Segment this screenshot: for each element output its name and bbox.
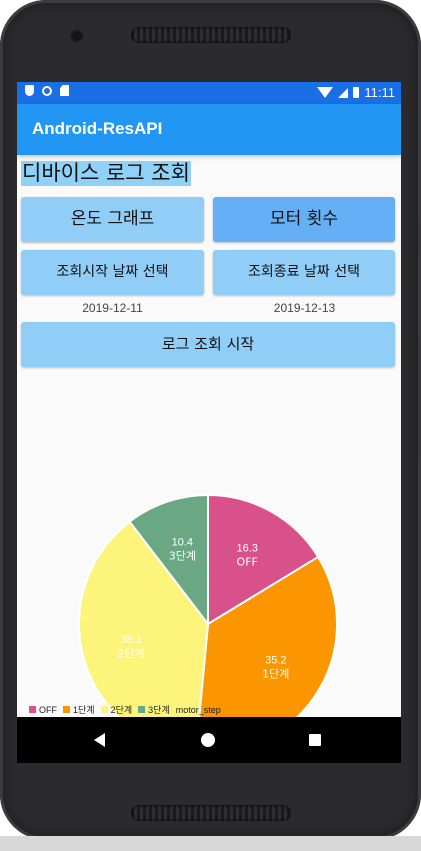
legend-swatch — [63, 706, 70, 713]
slice-value-label: 38.1 — [120, 634, 141, 646]
legend-label: 2단계 — [110, 705, 133, 715]
end-date-text: 2019-12-13 — [273, 301, 336, 315]
volume-button[interactable] — [418, 338, 421, 458]
legend-label: OFF — [39, 704, 57, 715]
pie-slice-4[interactable] — [128, 493, 209, 627]
home-icon[interactable] — [201, 733, 215, 747]
temp-graph-button[interactable]: 온도 그래프 — [21, 197, 204, 242]
pie-slice-3[interactable] — [78, 520, 210, 717]
app-bar: Android-ResAPI — [17, 104, 401, 155]
app-title: Android-ResAPI — [32, 119, 163, 138]
start-date-text: 2019-12-11 — [82, 301, 143, 315]
legend-dataset-label: motor_step — [175, 704, 221, 715]
end-date-button[interactable]: 조회종료 날짜 선택 — [213, 250, 395, 295]
slice-category-label: OFF — [237, 555, 258, 568]
circle-icon — [42, 85, 52, 96]
back-icon[interactable] — [94, 733, 105, 747]
legend-item: 2단계 — [100, 703, 133, 716]
slice-value-label: 10.4 — [172, 536, 193, 548]
legend-item: 3단계 — [138, 703, 170, 716]
legend-label: 1단계 — [73, 705, 95, 715]
query-log-button[interactable]: 로그 조회 시작 — [21, 322, 395, 367]
motor-count-button[interactable]: 모터 횟수 — [213, 197, 395, 242]
slice-value-label: 35.2 — [265, 654, 286, 666]
wifi-icon — [317, 87, 334, 98]
top-speaker — [131, 27, 291, 43]
slice-category-label: 2단계 — [118, 647, 145, 660]
status-time: 11:11 — [364, 85, 395, 100]
front-camera — [72, 31, 82, 41]
pie-slice-2[interactable] — [196, 555, 338, 717]
legend-item: OFF — [29, 705, 57, 715]
signal-icon — [338, 87, 349, 98]
background-strip — [0, 836, 421, 851]
legend-swatch — [29, 706, 36, 713]
legend-item: 1단계 — [63, 703, 95, 716]
device-screen: 11:11 Android-ResAPI 디바이스 로그 조회 온도 그래프 모… — [17, 82, 401, 763]
pie-slice-1[interactable] — [207, 493, 320, 626]
chart-legend: OFF 1단계 2단계 3단계 motor_step — [29, 703, 221, 716]
status-bar: 11:11 — [17, 82, 401, 104]
legend-swatch — [138, 706, 146, 713]
nav-bar — [17, 717, 401, 763]
start-date-button[interactable]: 조회시작 날짜 선택 — [21, 250, 204, 295]
battery-icon — [353, 87, 360, 98]
slice-value-label: 16.3 — [236, 542, 257, 554]
power-button[interactable] — [418, 222, 421, 254]
page-title: 디바이스 로그 조회 — [21, 161, 191, 186]
shield-icon — [25, 85, 34, 96]
slice-category-label: 3단계 — [169, 549, 196, 562]
bottom-speaker — [131, 805, 291, 821]
sd-card-icon — [60, 85, 69, 96]
recent-apps-icon[interactable] — [309, 734, 321, 746]
slice-category-label: 1단계 — [262, 667, 289, 680]
legend-swatch — [100, 706, 108, 713]
legend-label: 3단계 — [148, 705, 170, 715]
